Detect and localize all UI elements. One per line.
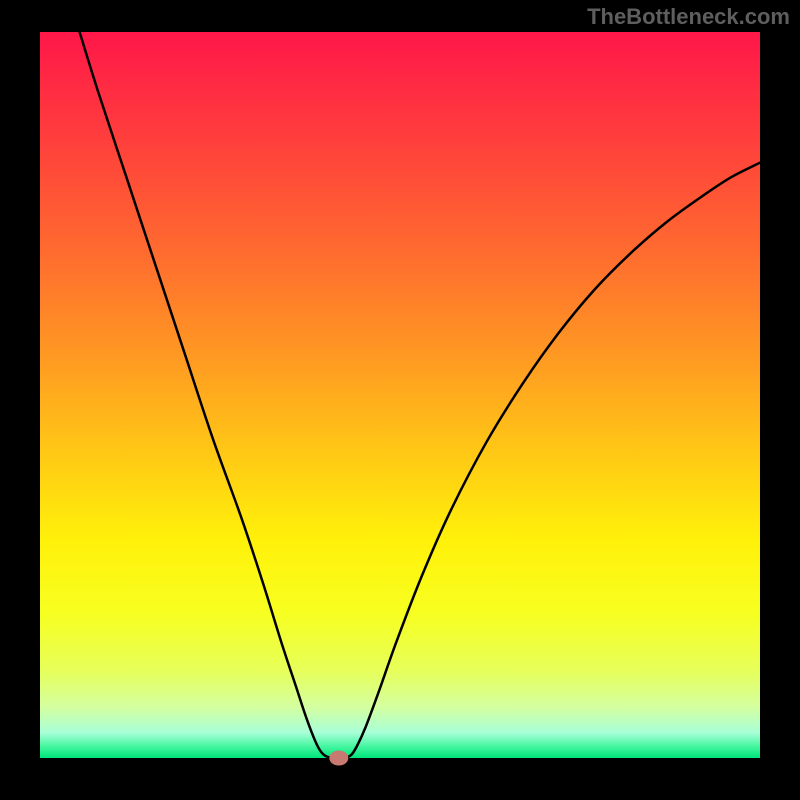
watermark-text: TheBottleneck.com [587,4,790,30]
optimum-marker [330,751,348,765]
plot-background [40,32,760,758]
bottleneck-chart [0,0,800,800]
chart-stage: TheBottleneck.com [0,0,800,800]
